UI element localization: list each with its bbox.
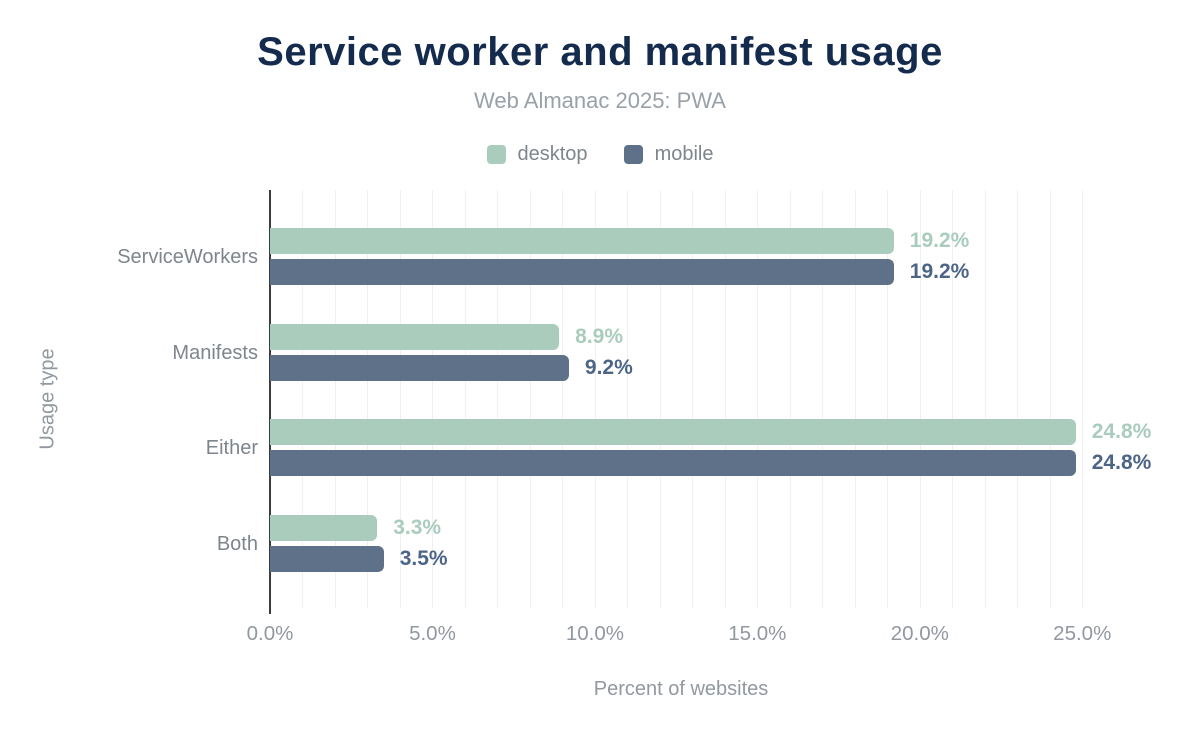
- value-label-mobile-manifests: 9.2%: [584, 355, 633, 379]
- bar-desktop-either: [270, 419, 1076, 445]
- gridline: [1017, 190, 1019, 608]
- plot-area: 0.0% 5.0% 10.0% 15.0% 20.0% 25.0% 19.2% 19.2% Se…: [117, 190, 1151, 645]
- gridline: [822, 190, 824, 608]
- bar-desktop-manifests: [270, 323, 560, 350]
- x-axis-title: Percent of websites: [593, 678, 769, 700]
- legend-label-desktop: desktop: [517, 143, 588, 165]
- bar-group-either: 24.8% 24.8%: [270, 419, 1151, 476]
- bar-mobile-manifests: [270, 354, 569, 381]
- y-axis-line: [269, 190, 271, 614]
- x-tick-label: 5.0%: [409, 622, 456, 645]
- legend-label-mobile: mobile: [654, 143, 714, 165]
- value-label-desktop-both: 3.3%: [393, 515, 442, 539]
- x-tick-label: 10.0%: [565, 622, 624, 645]
- bar-group-manifests: 8.9% 9.2%: [270, 323, 1092, 381]
- category-label-serviceworkers: ServiceWorkers: [117, 246, 258, 268]
- bar-mobile-either: [270, 450, 1076, 476]
- gridline: [887, 190, 889, 608]
- gridline: [529, 190, 531, 608]
- gridline: [302, 190, 304, 608]
- gridline: [854, 190, 856, 608]
- gridline: [497, 190, 499, 608]
- gridline: [432, 190, 434, 608]
- gridline: [984, 190, 986, 608]
- x-tick-label: 0.0%: [246, 622, 294, 645]
- gridline: [757, 190, 759, 608]
- gridline: [594, 190, 596, 608]
- legend: desktop mobile: [0, 143, 1200, 166]
- bar-desktop-both: [270, 514, 378, 541]
- x-tick-label: 25.0%: [1053, 622, 1112, 645]
- category-label-both: Both: [216, 532, 258, 555]
- gridline: [627, 190, 629, 608]
- value-label-desktop-manifests: 8.9%: [575, 324, 624, 348]
- gridline: [692, 190, 694, 608]
- bar-group-serviceworkers: 19.2% 19.2%: [270, 228, 1092, 285]
- value-label-desktop-either: 24.8%: [1091, 420, 1152, 443]
- x-tick-label: 15.0%: [728, 622, 787, 645]
- gridline: [334, 190, 336, 608]
- gridline: [562, 190, 564, 608]
- gridline: [724, 190, 726, 608]
- gridline: [1082, 190, 1084, 608]
- gridline: [952, 190, 954, 608]
- y-axis-title: Usage type: [36, 348, 59, 450]
- category-label-manifests: Manifests: [172, 341, 258, 364]
- bar-desktop-serviceworkers: [270, 228, 894, 254]
- value-label-desktop-serviceworkers: 19.2%: [909, 229, 970, 252]
- chart-title: Service worker and manifest usage: [257, 30, 943, 74]
- gridline: [464, 190, 466, 608]
- gridline: [399, 190, 401, 608]
- value-label-mobile-either: 24.8%: [1091, 451, 1152, 474]
- bar-mobile-serviceworkers: [270, 259, 894, 285]
- gridline: [789, 190, 791, 608]
- gridline: [367, 190, 369, 608]
- bar-mobile-both: [270, 545, 384, 572]
- value-label-mobile-both: 3.5%: [399, 546, 448, 570]
- gridline: [1049, 190, 1051, 608]
- x-tick-label: 20.0%: [890, 622, 949, 645]
- gridline: [659, 190, 661, 608]
- gridline: [919, 190, 921, 608]
- category-label-either: Either: [205, 437, 258, 459]
- bar-group-both: 3.3% 3.5%: [270, 514, 1092, 572]
- legend-item-desktop: desktop: [486, 143, 588, 166]
- value-label-mobile-serviceworkers: 19.2%: [909, 260, 970, 283]
- legend-swatch-desktop: [486, 145, 506, 164]
- legend-item-mobile: mobile: [623, 143, 714, 166]
- legend-swatch-mobile: [623, 145, 643, 164]
- chart-subtitle: Web Almanac 2025: PWA: [474, 88, 726, 113]
